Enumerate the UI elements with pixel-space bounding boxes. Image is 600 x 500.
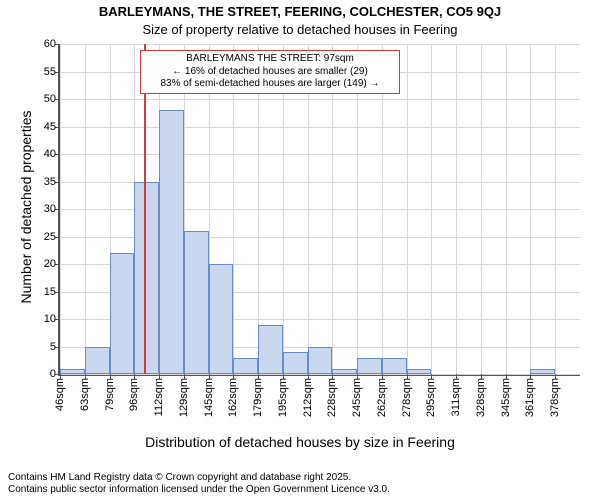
histogram-bar: [85, 347, 110, 375]
gridline-v: [530, 44, 531, 374]
ytick-label: 60: [44, 38, 60, 50]
callout-line: 83% of semi-detached houses are larger (…: [145, 78, 395, 91]
xtick-label: 378sqm: [549, 378, 561, 417]
xtick-label: 245sqm: [351, 378, 363, 417]
histogram-bar: [258, 325, 283, 375]
gridline-h: [60, 127, 580, 128]
xtick-label: 145sqm: [203, 378, 215, 417]
ytick-label: 45: [44, 121, 60, 133]
gridline-v: [407, 44, 408, 374]
y-axis-label: Number of detached properties: [18, 77, 34, 337]
xtick-label: 79sqm: [104, 378, 116, 411]
xtick-label: 228sqm: [326, 378, 338, 417]
attribution-line: Contains HM Land Registry data © Crown c…: [8, 472, 390, 484]
xtick-label: 295sqm: [425, 378, 437, 417]
xtick-label: 361sqm: [524, 378, 536, 417]
xtick-label: 345sqm: [500, 378, 512, 417]
xtick-label: 195sqm: [277, 378, 289, 417]
xtick-label: 311sqm: [450, 378, 462, 416]
histogram-bar: [332, 369, 357, 375]
gridline-v: [506, 44, 507, 374]
xtick-label: 328sqm: [475, 378, 487, 417]
histogram-bar: [184, 231, 209, 374]
histogram-bar: [530, 369, 555, 375]
attribution: Contains HM Land Registry data © Crown c…: [8, 472, 390, 496]
gridline-v: [85, 44, 86, 374]
histogram-bar: [308, 347, 333, 375]
callout-line: ← 16% of detached houses are smaller (29…: [145, 66, 395, 79]
histogram-bar: [134, 182, 159, 375]
gridline-h: [60, 44, 580, 45]
gridline-v: [431, 44, 432, 374]
reference-line: [144, 44, 146, 374]
ytick-label: 20: [44, 258, 60, 270]
gridline-v: [308, 44, 309, 374]
ytick-label: 10: [44, 313, 60, 325]
ytick-label: 15: [44, 286, 60, 298]
chart-title: BARLEYMANS, THE STREET, FEERING, COLCHES…: [0, 4, 600, 19]
attribution-line: Contains public sector information licen…: [8, 484, 390, 496]
histogram-bar: [159, 110, 184, 374]
gridline-v: [481, 44, 482, 374]
histogram-bar: [407, 369, 432, 375]
ytick-label: 55: [44, 66, 60, 78]
gridline-v: [60, 44, 61, 374]
gridline-v: [283, 44, 284, 374]
x-axis-label: Distribution of detached houses by size …: [0, 434, 600, 450]
xtick-label: 112sqm: [153, 378, 165, 416]
gridline-v: [382, 44, 383, 374]
ytick-label: 30: [44, 203, 60, 215]
gridline-v: [233, 44, 234, 374]
histogram-bar: [110, 253, 135, 374]
chart-subtitle: Size of property relative to detached ho…: [0, 22, 600, 37]
histogram-bar: [209, 264, 234, 374]
histogram-bar: [283, 352, 308, 374]
xtick-label: 129sqm: [178, 378, 190, 417]
gridline-v: [357, 44, 358, 374]
gridline-v: [555, 44, 556, 374]
gridline-v: [456, 44, 457, 374]
xtick-label: 96sqm: [128, 378, 140, 411]
histogram-bar: [382, 358, 407, 375]
callout-box: BARLEYMANS THE STREET: 97sqm← 16% of det…: [140, 50, 400, 94]
gridline-v: [332, 44, 333, 374]
xtick-label: 262sqm: [376, 378, 388, 417]
callout-line: BARLEYMANS THE STREET: 97sqm: [145, 53, 395, 66]
gridline-h: [60, 99, 580, 100]
xtick-label: 179sqm: [252, 378, 264, 417]
ytick-label: 40: [44, 148, 60, 160]
ytick-label: 5: [50, 341, 60, 353]
gridline-h: [60, 374, 580, 375]
ytick-label: 35: [44, 176, 60, 188]
histogram-bar: [233, 358, 258, 375]
histogram-bar: [357, 358, 382, 375]
xtick-label: 63sqm: [79, 378, 91, 411]
histogram-bar: [60, 369, 85, 375]
ytick-label: 50: [44, 93, 60, 105]
chart-container: BARLEYMANS, THE STREET, FEERING, COLCHES…: [0, 0, 600, 500]
xtick-label: 162sqm: [227, 378, 239, 417]
ytick-label: 25: [44, 231, 60, 243]
xtick-label: 46sqm: [54, 378, 66, 411]
xtick-label: 212sqm: [302, 378, 314, 417]
gridline-h: [60, 154, 580, 155]
plot-area: 05101520253035404550556046sqm63sqm79sqm9…: [58, 44, 580, 376]
xtick-label: 278sqm: [401, 378, 413, 417]
